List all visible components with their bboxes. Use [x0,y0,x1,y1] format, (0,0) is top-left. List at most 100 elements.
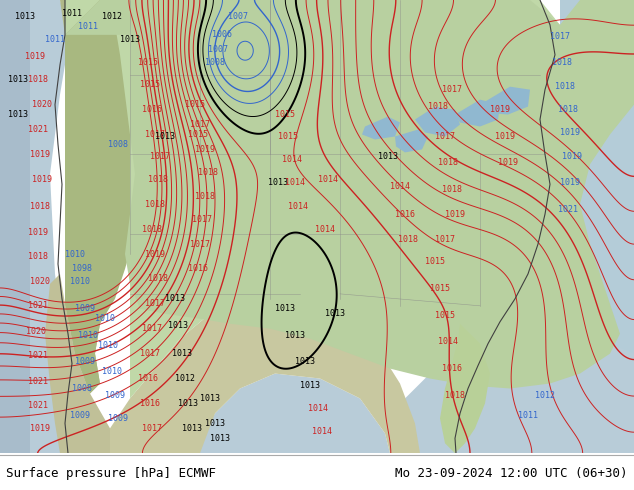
Polygon shape [0,0,70,453]
Text: 1016: 1016 [442,364,462,373]
Text: 1019: 1019 [562,152,582,161]
Text: 1013: 1013 [8,110,28,119]
Text: 1018: 1018 [198,168,218,177]
Text: 1015: 1015 [278,132,298,141]
Text: 1019: 1019 [30,424,50,433]
Text: 1021: 1021 [28,125,48,134]
Polygon shape [100,299,420,453]
Text: 1015: 1015 [425,257,445,267]
Text: 1015: 1015 [430,284,450,294]
Text: 1015: 1015 [188,130,208,139]
Text: 1098: 1098 [72,265,92,273]
Polygon shape [195,373,390,453]
Text: 1010: 1010 [65,249,85,259]
Text: 1018: 1018 [442,185,462,194]
Text: 1018: 1018 [438,158,458,167]
Text: 1019: 1019 [195,145,215,154]
Text: 1014: 1014 [315,224,335,234]
Polygon shape [455,99,500,126]
Text: 1015: 1015 [275,110,295,119]
Text: 1017: 1017 [435,235,455,244]
Text: 1019: 1019 [560,128,580,137]
Text: 1017: 1017 [442,85,462,94]
Text: 1013: 1013 [295,357,315,366]
Text: 1007: 1007 [228,12,248,22]
Text: 1021: 1021 [28,351,48,360]
Text: 1019: 1019 [30,150,50,159]
Text: 1015: 1015 [138,58,158,67]
Text: 1015: 1015 [435,311,455,320]
Text: 1017: 1017 [142,424,162,433]
Text: 1019: 1019 [25,52,45,61]
Text: 1013: 1013 [8,75,28,84]
Text: 1008: 1008 [108,140,128,149]
Text: 1013: 1013 [155,132,175,141]
Polygon shape [65,0,565,398]
Text: 1009: 1009 [105,391,125,400]
Text: 1018: 1018 [28,251,48,261]
Polygon shape [362,117,400,140]
Text: 1014: 1014 [438,337,458,346]
Text: 1013: 1013 [172,349,192,358]
Text: 1019: 1019 [495,132,515,141]
Text: Mo 23-09-2024 12:00 UTC (06+30): Mo 23-09-2024 12:00 UTC (06+30) [395,467,628,480]
Text: 1021: 1021 [558,205,578,214]
Text: 1013: 1013 [120,35,140,45]
Text: 1016: 1016 [395,210,415,219]
Text: 1014: 1014 [288,202,308,211]
Polygon shape [560,0,634,453]
Text: 1010: 1010 [70,277,90,287]
Text: 1014: 1014 [312,427,332,436]
Text: 1020: 1020 [30,277,50,287]
Text: 1007: 1007 [208,45,228,54]
Text: 1018: 1018 [428,102,448,111]
Text: 1017: 1017 [145,130,165,139]
Text: 1013: 1013 [210,434,230,443]
Text: 1015: 1015 [140,80,160,89]
Text: 1018: 1018 [555,82,575,91]
Text: 1012: 1012 [535,391,555,400]
Text: 1016: 1016 [140,399,160,408]
Text: 1011: 1011 [45,35,65,45]
Text: 1018: 1018 [28,75,48,84]
Text: 1018: 1018 [142,224,162,234]
Text: 1014: 1014 [308,404,328,413]
Text: 1008: 1008 [205,58,225,67]
Text: 1017: 1017 [435,132,455,141]
Polygon shape [45,274,110,453]
Text: 1019: 1019 [560,178,580,187]
Text: 1016: 1016 [188,265,208,273]
Polygon shape [0,0,30,453]
Text: 1011: 1011 [62,9,82,19]
Polygon shape [390,324,634,453]
Polygon shape [480,87,530,115]
Text: 1018: 1018 [552,58,572,67]
Text: 1017: 1017 [190,120,210,129]
Polygon shape [415,107,460,137]
Text: 1014: 1014 [282,155,302,164]
Polygon shape [60,0,135,393]
Text: 1010: 1010 [102,367,122,376]
Text: 1018: 1018 [445,391,465,400]
Text: 1013: 1013 [275,304,295,313]
Text: 1019: 1019 [28,227,48,237]
Text: 1009: 1009 [70,411,90,420]
Text: 1012: 1012 [175,374,195,383]
Text: 1019: 1019 [32,175,52,184]
Text: 1013: 1013 [205,419,225,428]
Text: 1013: 1013 [300,381,320,390]
Text: 1013: 1013 [285,331,305,340]
Text: 1006: 1006 [212,30,232,39]
Polygon shape [65,0,634,389]
Text: 1017: 1017 [142,324,162,333]
Text: 1021: 1021 [28,301,48,310]
Text: 1020: 1020 [26,327,46,336]
Text: 1019: 1019 [445,210,465,219]
Text: 1017: 1017 [192,215,212,223]
Text: 1013: 1013 [178,399,198,408]
Text: 1010: 1010 [98,341,118,350]
Text: 1013: 1013 [182,424,202,433]
Text: 1018: 1018 [30,202,50,211]
Text: 1017: 1017 [140,349,160,358]
Text: 1018: 1018 [398,235,418,244]
